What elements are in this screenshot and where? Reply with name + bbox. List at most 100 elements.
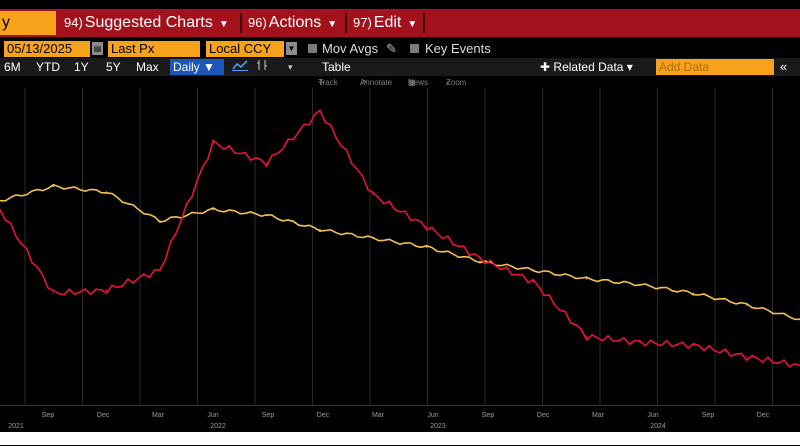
year-label: 2022 [210,423,226,430]
bottom-bar [0,432,800,445]
x-tick-label: Dec [96,412,110,419]
data-point [479,257,481,260]
annotate-icon: ↗ [360,78,367,87]
data-point [319,228,321,231]
series-line-red [0,109,800,368]
data-point [319,110,321,112]
data-point [639,283,641,286]
candlestick-icon[interactable] [254,59,270,75]
zoom-icon: ⌕ [446,78,451,87]
data-point [105,289,108,292]
data-point [159,220,161,222]
caret-down-icon: ▼ [407,19,418,30]
data-point [479,260,481,263]
data-point [425,225,428,228]
price-field-select[interactable]: Last Px [108,41,200,57]
chart-type-dropdown-icon[interactable]: ▾ [288,62,293,72]
x-tick-label: Sep [261,412,275,419]
add-data-input[interactable]: Add Data [656,59,774,75]
mov-avgs-label: Mov Avgs [322,41,379,56]
caret-down-icon: ▾ [626,60,633,74]
range-1y[interactable]: 1Y [74,60,89,74]
collapse-chevron-icon[interactable]: « [780,59,788,74]
frequency-select[interactable]: Daily ▼ [170,59,224,75]
caret-down-icon: ▼ [327,19,338,30]
edit-menu[interactable]: 97) Edit ▼ [353,11,417,35]
range-6m[interactable]: 6M [4,60,21,74]
data-point [692,292,695,295]
zoom-label: Zoom [446,78,467,87]
menu-number: 96) [248,15,267,30]
year-label: 2024 [650,423,666,430]
frequency-label: Daily [173,60,200,74]
calendar-icon[interactable]: ▤ [92,42,103,55]
chart-tools: ✛ Track ↗ Annotate ▦ News ⌕ Zoom [0,76,800,88]
menu-label: Actions [268,14,322,31]
line-chart-icon[interactable] [230,59,250,75]
data-point [212,208,215,211]
data-point [0,208,1,211]
menu-bar: y 94) Suggested Charts ▼ 96) Actions ▼ 97) Ed… [0,9,800,37]
caret-down-icon: ▼ [218,19,229,30]
menu-number: 94) [64,15,83,30]
x-tick-label: Sep [481,412,495,419]
data-point [585,335,588,338]
plus-icon: ✚ [540,60,551,74]
x-tick-label: Dec [536,412,550,419]
menu-separator [423,13,425,33]
data-point [425,246,428,248]
menu-number: 97) [353,15,372,30]
data-point [745,356,748,358]
caret-down-icon: ▼ [203,60,215,74]
chart-series [0,109,800,368]
x-tick-label: Sep [41,412,55,419]
key-events-label: Key Events [425,41,491,56]
x-tick-label: Dec [756,412,770,419]
data-point [159,269,161,271]
currency-select[interactable]: Local CCY [206,41,284,57]
series-line-yellow [0,183,800,321]
crosshair-icon: ✛ [318,78,325,87]
chart-grid [24,88,773,406]
suggested-charts-menu[interactable]: 94) Suggested Charts ▼ [64,11,229,35]
data-point [372,194,375,196]
related-data-menu[interactable]: ✚ Related Data ▾ [540,59,633,75]
menu-label: Edit [373,14,402,31]
range-max[interactable]: Max [136,60,159,74]
x-tick-label: Sep [701,412,715,419]
end-date-field[interactable]: 05/13/2025 [4,41,90,57]
data-point [692,344,695,347]
data-point [532,269,535,271]
ticker-field[interactable]: y [0,11,56,35]
data-point [639,341,641,344]
pencil-icon[interactable]: ✎ [386,41,397,56]
menu-separator [240,13,242,33]
data-point [105,191,108,193]
key-events-checkbox[interactable] [410,44,419,53]
x-tick-label: Mar [151,412,165,419]
actions-menu[interactable]: 96) Actions ▼ [248,11,337,35]
x-tick-label: Dec [316,412,330,419]
chevron-down-icon[interactable]: ▼ [286,42,297,55]
data-point [532,280,535,283]
data-point [372,237,375,240]
price-chart[interactable] [0,88,800,406]
news-icon: ▦ [408,78,416,87]
table-toggle[interactable]: Table [322,60,351,74]
year-label: 2023 [430,423,446,430]
related-data-label: Related Data [553,60,624,74]
news-label: News [408,78,429,87]
menu-label: Suggested Charts [84,14,213,31]
top-strip [0,0,800,8]
settings-row: 05/13/2025 ▤ Last Px Local CCY ▼ Mov Avg… [0,40,800,58]
x-tick-label: Jun [207,412,219,419]
range-ytd[interactable]: YTD [36,60,60,74]
x-tick-label: Mar [371,412,385,419]
annotate-label: Annotate [360,78,393,87]
data-point [52,292,55,295]
range-5y[interactable]: 5Y [106,60,121,74]
x-tick-label: Jun [647,412,659,419]
data-point [745,304,748,306]
range-toolbar: 6M YTD 1Y 5Y Max Daily ▼ ▾ Table ✚ Relat… [0,58,800,76]
mov-avgs-checkbox[interactable] [308,44,317,53]
